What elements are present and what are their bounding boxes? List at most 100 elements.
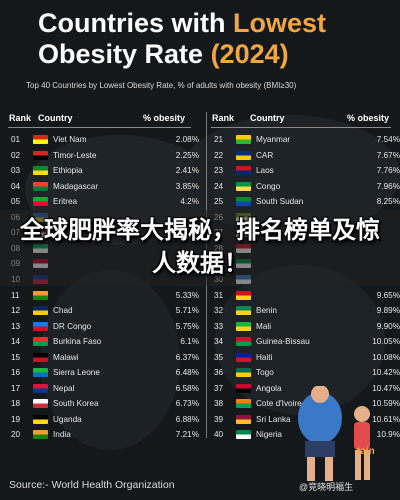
table-row: 18 South Korea 6.73% [11, 396, 201, 411]
pct-cell: 10.42% [372, 368, 400, 378]
country-cell: Sri Lanka [256, 414, 291, 424]
country-cell: Togo [256, 368, 274, 378]
country-cell: Mali [256, 321, 272, 331]
title-highlight-lowest: Lowest [233, 8, 327, 38]
rank-cell: 34 [214, 337, 224, 347]
flag-icon [236, 368, 251, 378]
header-rank-left: Rank [9, 113, 32, 123]
header-pct-left: % obesity [143, 113, 186, 123]
table-row: 38 Cote d'Ivoire 10.59% [214, 396, 400, 411]
pct-cell: 10.9% [376, 430, 400, 440]
pct-cell: 10.08% [372, 352, 400, 362]
flag-icon [236, 197, 251, 207]
pct-cell: 2.41% [175, 166, 199, 176]
table-row: 01 Viet Nam 2.08% [11, 132, 201, 147]
flag-icon [236, 352, 251, 362]
country-cell: Congo [256, 181, 281, 191]
flag-icon [33, 150, 48, 160]
header-underline-right [211, 127, 391, 128]
pct-cell: 6.37% [175, 352, 199, 362]
country-cell: Burkina Faso [53, 337, 102, 347]
pct-cell: 7.21% [175, 430, 199, 440]
country-cell: Myanmar [256, 135, 291, 144]
rank-cell: 33 [214, 321, 224, 331]
header-pct-right: % obesity [347, 113, 390, 123]
pct-cell: 8.25% [376, 197, 400, 207]
banner-overlay [0, 210, 400, 286]
page-title: Countries with Lowest Obesity Rate (2024… [38, 8, 378, 70]
cartoon-figures-image [298, 386, 370, 481]
rank-cell: 04 [11, 181, 21, 191]
flag-icon [33, 337, 48, 347]
rank-cell: 18 [11, 399, 21, 409]
flag-icon [33, 181, 48, 191]
country-cell: Viet Nam [53, 135, 87, 144]
table-row: 16 Sierra Leone 6.48% [11, 365, 201, 380]
rank-cell: 19 [11, 414, 21, 424]
pct-cell: 6.88% [175, 414, 199, 424]
rank-cell: 35 [214, 352, 224, 362]
flag-icon [236, 166, 251, 176]
pct-cell: 10.47% [372, 383, 400, 393]
flag-icon [33, 166, 48, 176]
rank-cell: 11 [11, 290, 20, 300]
table-row: 05 Eritrea 4.2% [11, 194, 201, 209]
table-row: 11 5.33% [11, 288, 201, 303]
flag-icon [236, 321, 251, 331]
header-country-right: Country [250, 113, 285, 123]
rank-cell: 24 [214, 181, 224, 191]
table-row: 31 9.65% [214, 288, 400, 303]
flag-icon [236, 181, 251, 191]
rank-cell: 22 [214, 150, 224, 160]
pct-cell: 6.73% [175, 399, 199, 409]
country-cell: Nepal [53, 383, 75, 393]
rank-cell: 14 [11, 337, 21, 347]
country-cell: Angola [256, 383, 282, 393]
rank-cell: 13 [11, 321, 21, 331]
country-cell: India [53, 430, 71, 440]
flag-icon [33, 430, 48, 440]
table-row: 40 Nigeria 10.9% [214, 427, 400, 442]
country-cell: Ethiopia [53, 166, 83, 176]
table-row: 20 India 7.21% [11, 427, 201, 442]
rank-cell: 32 [214, 306, 224, 316]
pct-cell: 5.75% [175, 321, 199, 331]
flag-icon [33, 197, 48, 207]
rank-cell: 16 [11, 368, 21, 378]
flag-icon [236, 399, 251, 409]
rank-cell: 23 [214, 166, 224, 176]
pct-cell: 2.08% [175, 135, 199, 144]
rank-cell: 15 [11, 352, 21, 362]
table-row: 19 Uganda 6.88% [11, 412, 201, 427]
country-cell: Sierra Leone [53, 368, 100, 378]
table-row: 24 Congo 7.96% [214, 179, 400, 194]
table-row: 17 Nepal 6.58% [11, 381, 201, 396]
table-row: 21 Myanmar 7.54% [214, 132, 400, 147]
flag-icon [236, 290, 251, 300]
pct-cell: 3.85% [175, 181, 199, 191]
pct-cell: 4.2% [180, 197, 199, 207]
pct-cell: 10.05% [372, 337, 400, 347]
country-cell: Benin [256, 306, 277, 316]
pct-cell: 7.67% [376, 150, 400, 160]
header-underline-left [8, 127, 191, 128]
rank-cell: 25 [214, 197, 224, 207]
flag-icon [33, 306, 48, 316]
country-cell: Uganda [53, 414, 82, 424]
rank-cell: 37 [214, 383, 224, 393]
table-row: 32 Benin 9.89% [214, 303, 400, 318]
country-cell: South Korea [53, 399, 99, 409]
flag-icon [236, 150, 251, 160]
table-row: 02 Timor-Leste 2.25% [11, 148, 201, 163]
rank-cell: 01 [11, 135, 21, 144]
rank-cell: 40 [214, 430, 224, 440]
country-cell: Nigeria [256, 430, 282, 440]
table-row: 04 Madagascar 3.85% [11, 179, 201, 194]
pct-cell: 7.76% [376, 166, 400, 176]
country-cell: Timor-Leste [53, 150, 97, 160]
table-row: 12 Chad 5.71% [11, 303, 201, 318]
banner-text: 全球肥胖率大揭秘，排名榜单及惊人数据！ [20, 216, 380, 277]
table-row: 22 CAR 7.67% [214, 148, 400, 163]
pct-cell: 6.48% [175, 368, 199, 378]
flag-icon [236, 383, 251, 393]
